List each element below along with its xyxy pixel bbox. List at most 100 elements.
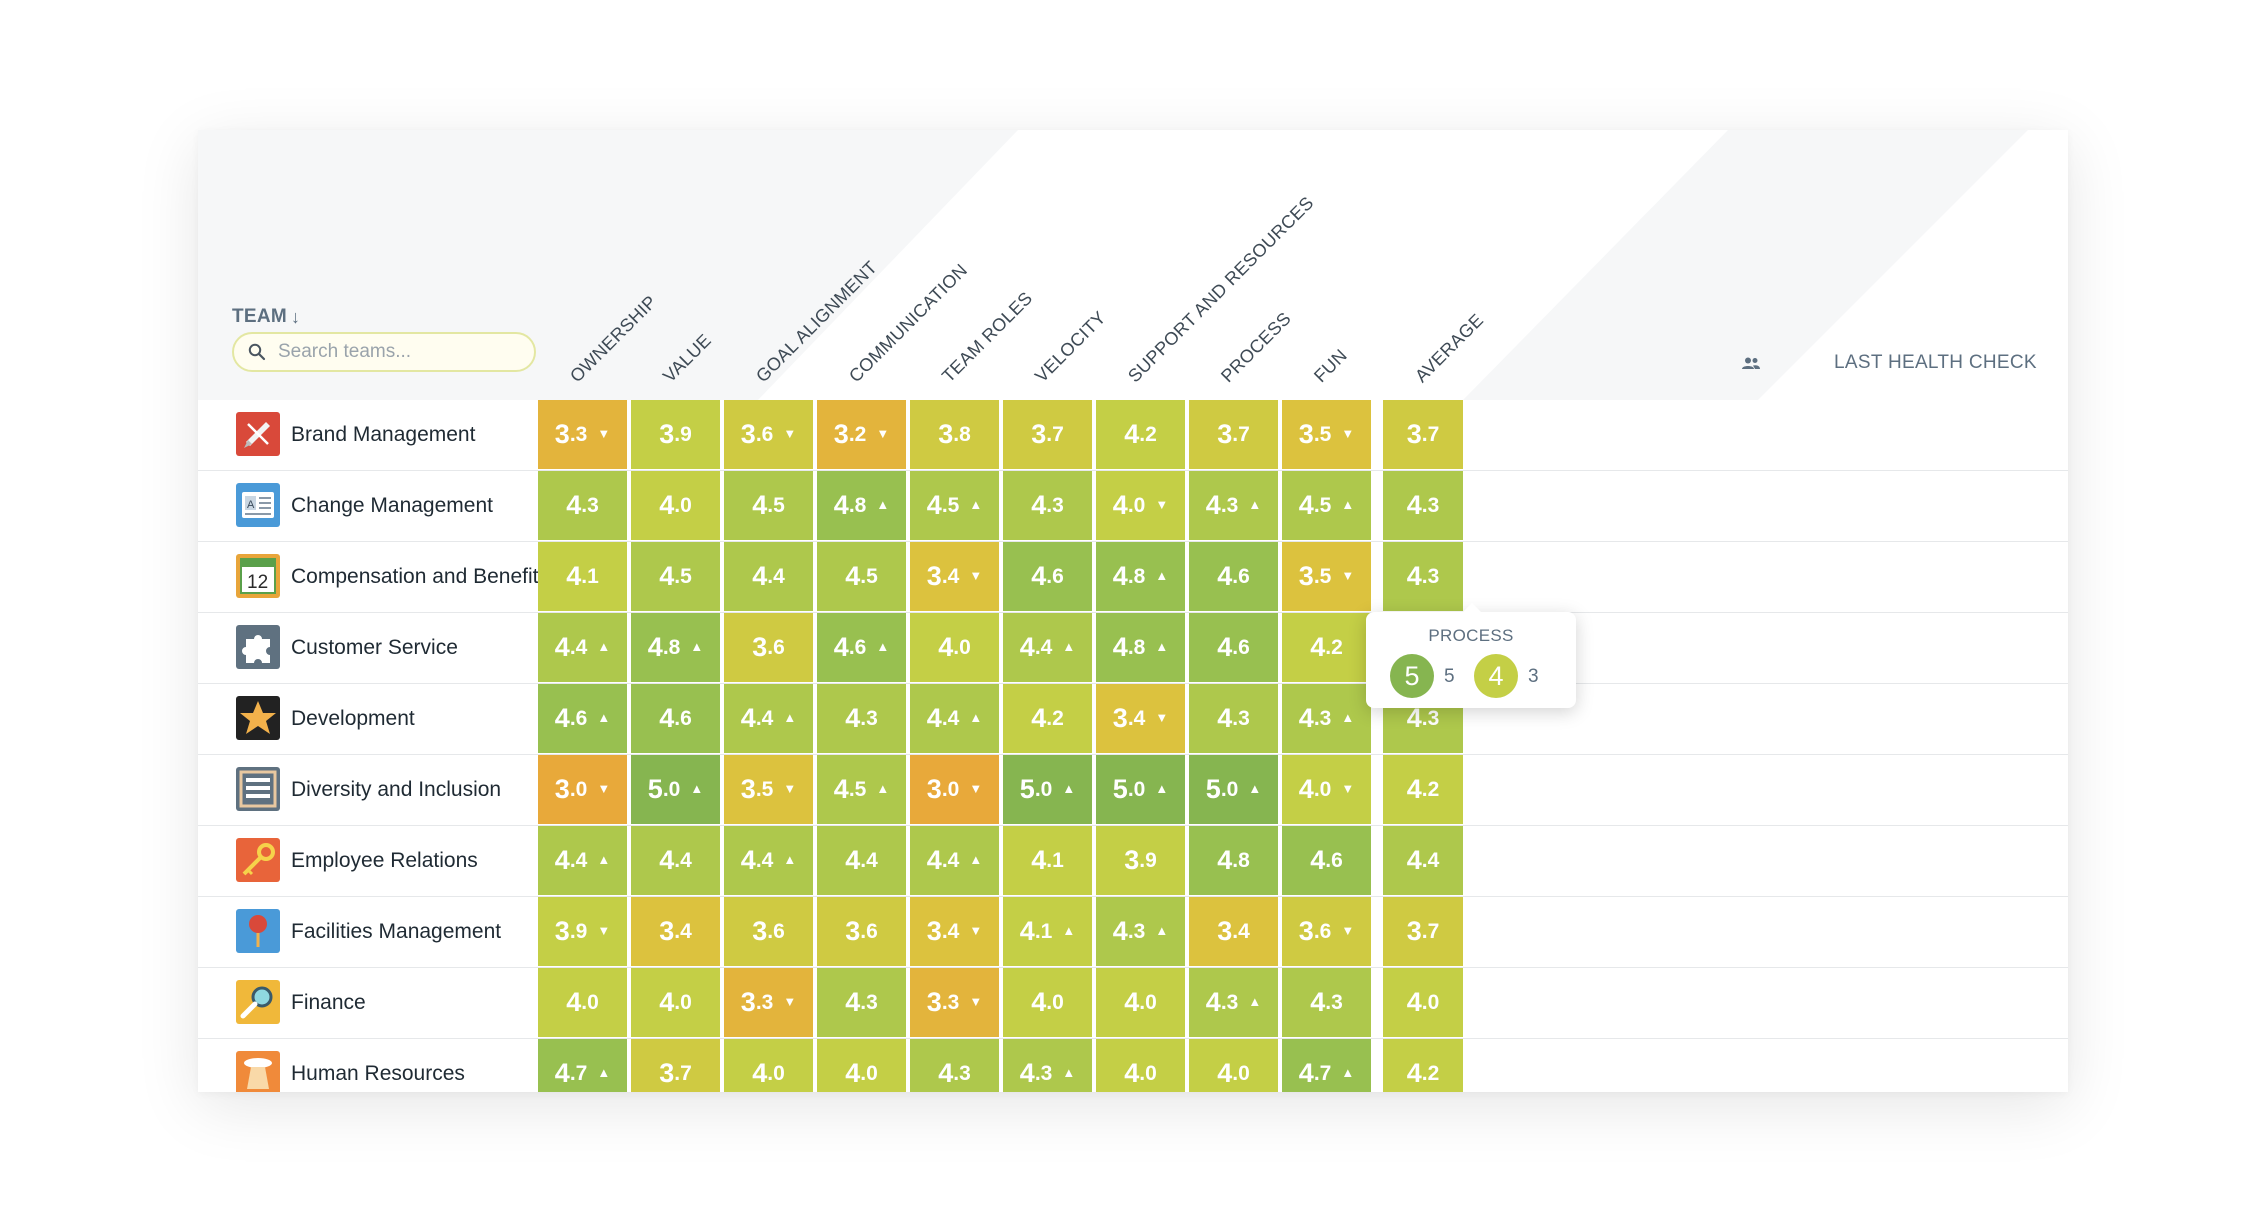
- score-cell[interactable]: 4.3: [1189, 684, 1280, 753]
- score-cell[interactable]: 4.4 ▲: [724, 826, 815, 895]
- score-cell[interactable]: 4.3: [910, 1039, 1001, 1092]
- score-cell[interactable]: 4.4: [724, 542, 815, 611]
- score-cell[interactable]: 4.0: [631, 968, 722, 1037]
- score-cell[interactable]: 3.4 ▼: [1096, 684, 1187, 753]
- score-cell[interactable]: 4.4 ▲: [910, 826, 1001, 895]
- score-cell[interactable]: 3.9: [1096, 826, 1187, 895]
- last-health-check-header[interactable]: LAST HEALTH CHECK: [1834, 352, 2037, 373]
- score-cell[interactable]: 3.3 ▼: [538, 400, 629, 469]
- team-name[interactable]: Facilities Management: [291, 920, 502, 943]
- team-name[interactable]: Brand Management: [291, 423, 476, 446]
- score-cell[interactable]: 4.4 ▲: [724, 684, 815, 753]
- team-name[interactable]: Change Management: [291, 494, 493, 517]
- score-cell[interactable]: 4.6 ▲: [538, 684, 629, 753]
- score-cell[interactable]: 5.0 ▲: [631, 755, 722, 824]
- score-cell[interactable]: 4.4 ▲: [910, 684, 1001, 753]
- score-cell[interactable]: 4.0 ▼: [1096, 471, 1187, 540]
- score-cell[interactable]: 4.3: [817, 968, 908, 1037]
- score-cell[interactable]: 4.2: [1003, 684, 1094, 753]
- score-cell[interactable]: 4.0: [538, 968, 629, 1037]
- score-cell[interactable]: 3.5 ▼: [1282, 542, 1373, 611]
- score-cell[interactable]: 4.8 ▲: [1096, 542, 1187, 611]
- score-cell[interactable]: 4.1 ▲: [1003, 897, 1094, 966]
- score-cell[interactable]: 4.0: [1189, 1039, 1280, 1092]
- score-cell[interactable]: 4.3: [1383, 471, 1465, 540]
- search-input[interactable]: [276, 340, 520, 364]
- score-cell[interactable]: 4.3 ▲: [1096, 897, 1187, 966]
- team-name[interactable]: Development: [291, 707, 415, 730]
- score-cell[interactable]: 3.6: [817, 897, 908, 966]
- score-cell[interactable]: 4.3 ▲: [1003, 1039, 1094, 1092]
- table-row[interactable]: Finance 4.0 4.0 3.3 ▼ 4.3 3.3 ▼ 4.0 4.0 4.3 ▲ 4.3 4.0: [198, 968, 2068, 1039]
- score-cell[interactable]: 3.5 ▼: [1282, 400, 1373, 469]
- score-cell[interactable]: 4.3: [1003, 471, 1094, 540]
- score-cell[interactable]: 4.8: [1189, 826, 1280, 895]
- score-cell[interactable]: 4.5 ▲: [1282, 471, 1373, 540]
- score-cell[interactable]: 4.5 ▲: [910, 471, 1001, 540]
- score-cell[interactable]: 4.4 ▲: [1003, 613, 1094, 682]
- score-cell[interactable]: 3.4 ▼: [910, 542, 1001, 611]
- score-cell[interactable]: 4.0 ▼: [1282, 755, 1373, 824]
- score-cell[interactable]: 4.3 ▲: [1282, 684, 1373, 753]
- team-name[interactable]: Customer Service: [291, 636, 458, 659]
- score-cell[interactable]: 4.2: [1383, 755, 1465, 824]
- score-cell[interactable]: 3.6 ▼: [724, 400, 815, 469]
- score-cell[interactable]: 3.6: [724, 897, 815, 966]
- search-box[interactable]: [232, 332, 536, 372]
- score-cell[interactable]: 4.3: [1383, 542, 1465, 611]
- score-cell[interactable]: 4.6: [1003, 542, 1094, 611]
- score-cell[interactable]: 3.9 ▼: [538, 897, 629, 966]
- score-cell[interactable]: 3.7: [631, 1039, 722, 1092]
- score-cell[interactable]: 3.2 ▼: [817, 400, 908, 469]
- people-icon[interactable]: [1740, 356, 1762, 372]
- score-cell[interactable]: 4.0: [910, 613, 1001, 682]
- score-cell[interactable]: 4.7 ▲: [538, 1039, 629, 1092]
- score-cell[interactable]: 4.0: [1096, 968, 1187, 1037]
- score-cell[interactable]: 4.6: [631, 684, 722, 753]
- score-cell[interactable]: 4.6 ▲: [817, 613, 908, 682]
- score-cell[interactable]: 3.7: [1003, 400, 1094, 469]
- score-cell[interactable]: 3.6: [724, 613, 815, 682]
- score-cell[interactable]: 4.0: [724, 1039, 815, 1092]
- score-cell[interactable]: 4.1: [1003, 826, 1094, 895]
- score-cell[interactable]: 3.4 ▼: [910, 897, 1001, 966]
- score-cell[interactable]: 4.0: [1003, 968, 1094, 1037]
- score-cell[interactable]: 4.2: [1383, 1039, 1465, 1092]
- score-cell[interactable]: 3.7: [1383, 400, 1465, 469]
- score-cell[interactable]: 4.4: [631, 826, 722, 895]
- score-cell[interactable]: 3.8: [910, 400, 1001, 469]
- score-cell[interactable]: 4.3: [538, 471, 629, 540]
- score-cell[interactable]: 4.0: [1096, 1039, 1187, 1092]
- table-row[interactable]: Brand Management 3.3 ▼ 3.9 3.6 ▼ 3.2 ▼ 3.8 3.7 4.2…: [198, 400, 2068, 471]
- team-column-header[interactable]: TEAM ↓: [232, 306, 300, 328]
- team-name[interactable]: Finance: [291, 991, 366, 1014]
- score-cell[interactable]: 4.7 ▲: [1282, 1039, 1373, 1092]
- score-cell[interactable]: 4.3: [817, 684, 908, 753]
- score-cell[interactable]: 4.4: [1383, 826, 1465, 895]
- table-row[interactable]: A Change Management 4.3 4.0 4.5 4.8 ▲ 4.5 ▲ 4.3 4.…: [198, 471, 2068, 542]
- score-cell[interactable]: 4.5: [817, 542, 908, 611]
- score-cell[interactable]: 4.1: [538, 542, 629, 611]
- score-cell[interactable]: 5.0 ▲: [1096, 755, 1187, 824]
- arrow-down-icon[interactable]: ↓: [291, 306, 301, 327]
- table-row[interactable]: Human Resources 4.7 ▲ 3.7 4.0 4.0 4.3 4.3 ▲ 4.0 4.…: [198, 1039, 2068, 1092]
- score-cell[interactable]: 4.5 ▲: [817, 755, 908, 824]
- score-cell[interactable]: 4.4 ▲: [538, 613, 629, 682]
- team-name[interactable]: Diversity and Inclusion: [291, 778, 502, 801]
- score-cell[interactable]: 4.6: [1189, 542, 1280, 611]
- table-row[interactable]: Customer Service 4.4 ▲ 4.8 ▲ 3.6 4.6 ▲ 4.0 4.4 ▲ 4.…: [198, 613, 2068, 684]
- score-cell[interactable]: 4.0: [1383, 968, 1465, 1037]
- score-cell[interactable]: 3.4: [631, 897, 722, 966]
- score-cell[interactable]: 3.9: [631, 400, 722, 469]
- score-cell[interactable]: 5.0 ▲: [1189, 755, 1280, 824]
- score-cell[interactable]: 4.2: [1282, 613, 1373, 682]
- score-cell[interactable]: 4.4: [817, 826, 908, 895]
- score-cell[interactable]: 3.6 ▼: [1282, 897, 1373, 966]
- score-cell[interactable]: 4.0: [631, 471, 722, 540]
- score-cell[interactable]: 3.7: [1189, 400, 1280, 469]
- score-cell[interactable]: 4.8 ▲: [817, 471, 908, 540]
- score-cell[interactable]: 4.5: [631, 542, 722, 611]
- score-cell[interactable]: 3.3 ▼: [910, 968, 1001, 1037]
- table-row[interactable]: Development 4.6 ▲ 4.6 4.4 ▲ 4.3 4.4 ▲ 4.2 3.4 ▼ 4.3 4…: [198, 684, 2068, 755]
- score-cell[interactable]: 4.8 ▲: [1096, 613, 1187, 682]
